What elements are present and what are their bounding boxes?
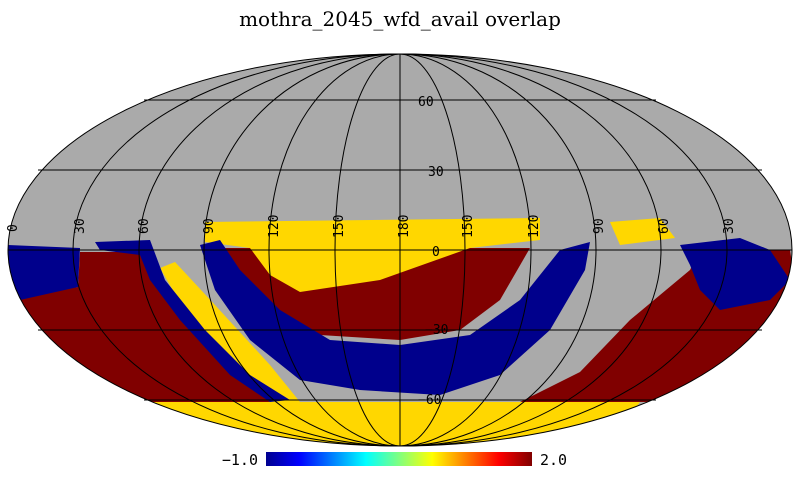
colorbar	[266, 452, 532, 466]
region-value-minus1-west	[95, 240, 290, 402]
lon-label-120-west: 120	[267, 215, 282, 238]
region-value-minus1-east	[680, 238, 790, 310]
chart-title: mothra_2045_wfd_avail overlap	[239, 7, 561, 31]
region-value-1p5-south	[150, 402, 640, 446]
lon-label-30-east: 30	[722, 218, 737, 234]
lon-label-60-east: 60	[657, 218, 672, 234]
lon-label-90-east: 90	[592, 218, 607, 234]
region-value-minus1-edge	[8, 245, 80, 300]
lon-label-150-west: 150	[332, 215, 347, 238]
lon-label-180: 180	[397, 215, 412, 238]
region-value-1p5-strip	[160, 262, 300, 402]
colorbar-max-label: 2.0	[540, 451, 567, 469]
lat-label-minus60: −60	[418, 393, 441, 408]
lat-label-0: 0	[432, 245, 440, 260]
lon-label-120-east: 120	[527, 215, 542, 238]
map-outline	[7, 53, 793, 447]
lon-label-60-west: 60	[137, 218, 152, 234]
colorbar-min-label: −1.0	[222, 451, 258, 469]
lat-label-minus30: −30	[425, 323, 448, 338]
lon-label-150-east: 150	[461, 215, 476, 238]
graticule	[7, 53, 793, 447]
lon-label-30-west: 30	[73, 218, 88, 234]
region-value-1p5-north	[205, 218, 540, 292]
lon-label-90-west: 90	[202, 218, 217, 234]
lat-label-30: 30	[428, 165, 444, 180]
lat-label-60: 60	[418, 95, 434, 110]
lon-label-0: 0	[6, 224, 21, 232]
region-value-minus1-band	[200, 240, 590, 395]
